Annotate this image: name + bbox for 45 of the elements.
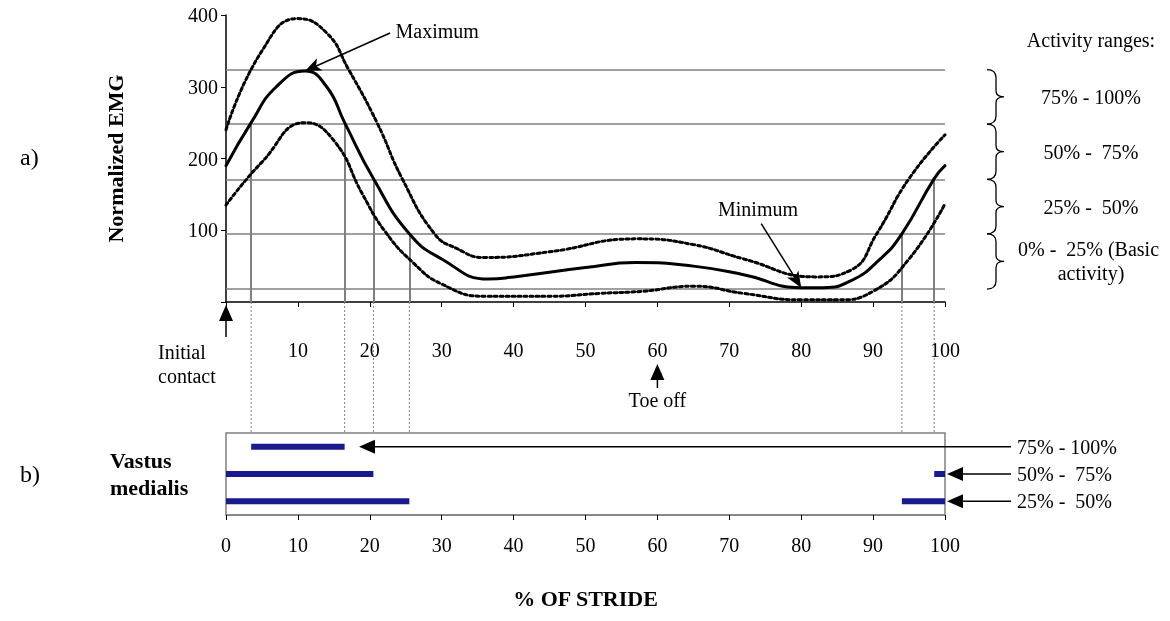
x-tick-label: 40 (503, 339, 524, 361)
x-tick-label: 10 (287, 339, 308, 361)
x-tick-label: 30 (431, 534, 452, 556)
x-tick-label: 70 (719, 534, 740, 556)
bar (226, 471, 374, 477)
text: 25% - 50% (1043, 195, 1139, 218)
x-tick-label: 0 (221, 534, 231, 556)
text: Toe off (628, 389, 687, 411)
y-tick-label: 100 (188, 219, 218, 242)
y-tick-label: 200 (188, 147, 218, 170)
text: 0% - 25% (Basic activity) (1017, 238, 1165, 286)
text: 50% - 75% (1043, 140, 1139, 163)
x-tick-label: 30 (431, 339, 452, 361)
x-tick-label: 50 (575, 339, 596, 361)
x-tick-label: 60 (647, 339, 668, 361)
x-tick-label: 90 (863, 534, 884, 556)
bar (251, 443, 345, 450)
text: 75% - 100% (1041, 85, 1141, 108)
x-tick-label: 20 (359, 339, 380, 361)
annotation: Minimum (718, 197, 799, 220)
y-axis-title: Normalized EMG (102, 74, 128, 243)
bar (226, 498, 410, 505)
y-axis-title: Vastus medialis (110, 448, 189, 500)
text: Activity ranges: (1026, 29, 1156, 52)
x-tick-label: 80 (791, 339, 812, 361)
y-tick-label: 25% - 50% (1017, 490, 1112, 513)
x-tick-label: 80 (791, 534, 812, 556)
x-tick-label: 10 (287, 534, 308, 556)
y-tick-label: 75% - 100% (1017, 435, 1117, 458)
text: b) (20, 461, 40, 487)
y-tick-label: 300 (188, 75, 218, 98)
y-tick-label: 50% - 75% (1017, 463, 1112, 485)
x-tick-label: 60 (647, 534, 668, 556)
x-tick-label: 70 (719, 339, 740, 361)
x-axis-title: % OF STRIDE (513, 585, 658, 611)
annotation: Maximum (395, 19, 480, 42)
x-tick-label: 40 (503, 534, 524, 556)
x-tick-label: 100 (930, 534, 960, 556)
x-tick-label: 100 (930, 339, 960, 361)
y-tick-label: 400 (188, 4, 218, 26)
x-tick-label: 90 (863, 339, 884, 361)
x-tick-label: 20 (359, 534, 380, 556)
text: a) (20, 144, 39, 170)
x-tick-label: 50 (575, 534, 596, 556)
text: Initial contact (158, 341, 217, 387)
